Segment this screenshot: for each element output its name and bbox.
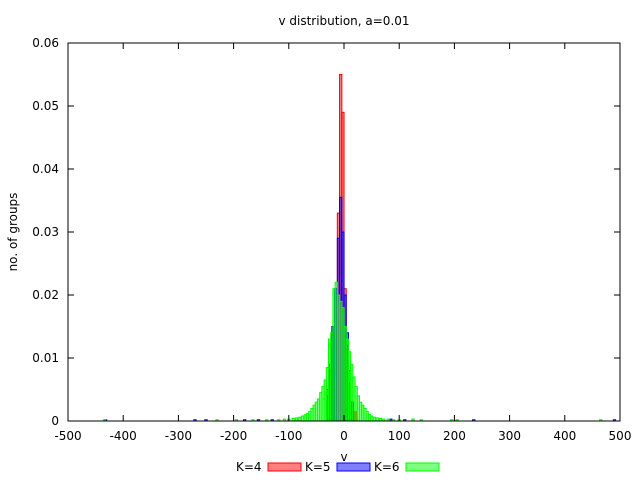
histogram-bar bbox=[372, 416, 377, 422]
legend-swatch bbox=[336, 462, 371, 472]
x-tick-label: 100 bbox=[388, 429, 411, 443]
y-tick-label: 0 bbox=[51, 414, 59, 428]
x-tick-label: 0 bbox=[340, 429, 348, 443]
y-axis: 0 0.01 0.02 0.03 0.04 0.05 0.06 bbox=[32, 36, 620, 428]
y-tick-label: 0.03 bbox=[32, 225, 59, 239]
legend: K=4 K=5 K=6 bbox=[236, 460, 440, 474]
x-tick-label: 300 bbox=[498, 429, 521, 443]
chart-title: v distribution, a=0.01 bbox=[278, 14, 409, 28]
y-tick-label: 0.06 bbox=[32, 36, 59, 50]
histogram-bar bbox=[298, 416, 302, 422]
legend-label: K=5 bbox=[305, 460, 331, 474]
x-tick-label: -400 bbox=[110, 429, 137, 443]
y-tick-label: 0.05 bbox=[32, 99, 59, 113]
histogram-bar bbox=[300, 415, 305, 422]
x-tick-label: 200 bbox=[443, 429, 466, 443]
x-tick-label: -300 bbox=[165, 429, 192, 443]
y-tick-label: 0.04 bbox=[32, 162, 59, 176]
x-tick-label: 400 bbox=[553, 429, 576, 443]
histogram-bar bbox=[369, 415, 374, 422]
y-tick-label: 0.01 bbox=[32, 351, 59, 365]
x-tick-label: -500 bbox=[54, 429, 81, 443]
legend-swatch bbox=[405, 462, 440, 472]
x-axis: -500 -400 -300 -200 -100 0 100 200 300 400 500 bbox=[54, 43, 631, 443]
series-k-6 bbox=[102, 281, 603, 422]
legend-label: K=6 bbox=[374, 460, 400, 474]
x-tick-label: 500 bbox=[609, 429, 632, 443]
plot-bars bbox=[102, 74, 617, 422]
x-axis-label: v bbox=[340, 450, 347, 464]
y-tick-label: 0.02 bbox=[32, 288, 59, 302]
x-tick-label: -100 bbox=[275, 429, 302, 443]
series-k-5 bbox=[103, 196, 617, 422]
legend-label: K=4 bbox=[236, 460, 262, 474]
x-tick-label: -200 bbox=[220, 429, 247, 443]
y-axis-label: no. of groups bbox=[6, 193, 20, 272]
legend-swatch bbox=[267, 462, 302, 472]
